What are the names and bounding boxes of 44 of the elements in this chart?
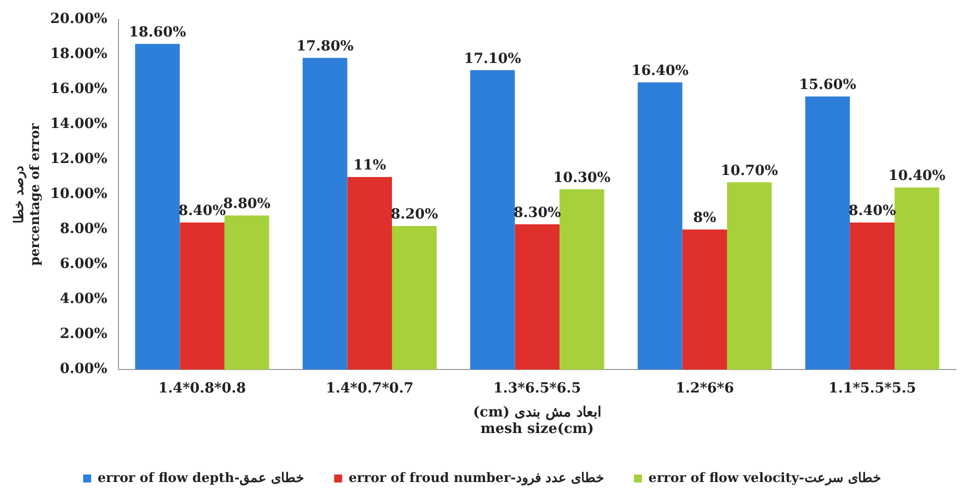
x-tick-label: 1.2*6*6 (675, 380, 734, 397)
y-tick-label: 0.00% (60, 361, 108, 378)
bar (180, 222, 224, 370)
x-tick-label: 1.3*6.5*6.5 (493, 380, 582, 397)
data-label: 16.40% (631, 63, 689, 80)
data-label: 11% (353, 158, 386, 174)
bar (850, 222, 895, 370)
y-tick-label: 4.00% (60, 291, 108, 308)
y-tick-label: 20.00% (50, 11, 108, 28)
data-label: 17.80% (296, 38, 354, 55)
x-tick-label: 1.4*0.7*0.7 (326, 380, 414, 397)
bar (392, 226, 437, 370)
bar (514, 224, 560, 370)
bar (682, 230, 728, 370)
y-tick-label: 16.00% (50, 81, 108, 98)
bar (224, 216, 270, 370)
legend-label: error of froud number-خطای عدد فرود (348, 470, 604, 486)
bar (470, 70, 515, 370)
y-tick-label: 6.00% (60, 256, 108, 272)
bar (135, 44, 180, 370)
y-tick-label: 8.00% (60, 221, 108, 238)
data-label: 10.40% (888, 168, 946, 184)
x-tick-label: 1.4*0.8*0.8 (158, 380, 246, 397)
x-tick-label: 1.1*5.5*5.5 (828, 380, 916, 397)
legend-label: error of flow velocity-خطای سرعت (648, 470, 881, 486)
bar (727, 182, 772, 370)
bar (347, 176, 392, 370)
bar (894, 187, 940, 370)
legend-label: error of flow depth-خطای عمق (98, 470, 304, 486)
bar (560, 189, 604, 370)
bar (302, 58, 348, 370)
y-tick-label: 14.00% (50, 116, 108, 132)
data-label: 15.60% (798, 77, 856, 94)
y-tick-label: 12.00% (50, 151, 108, 168)
data-label: 10.70% (720, 162, 778, 179)
bar (805, 96, 850, 370)
y-tick-label: 2.00% (60, 326, 108, 342)
data-label: 18.60% (128, 24, 186, 41)
bar (638, 82, 682, 370)
data-label: 8% (693, 210, 716, 226)
y-tick-label: 18.00% (50, 46, 108, 62)
y-tick-label: 10.00% (50, 186, 108, 202)
data-label: 10.30% (553, 170, 610, 186)
data-label: 17.10% (464, 50, 522, 67)
